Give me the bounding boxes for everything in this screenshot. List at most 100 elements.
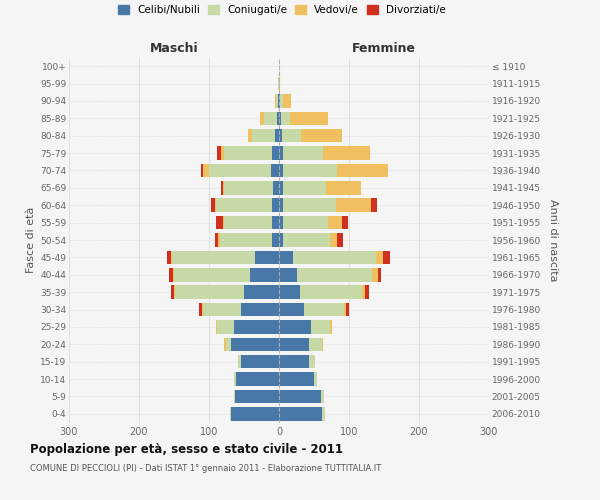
Bar [264,112,277,125]
Bar [218,233,220,247]
Bar [328,216,342,230]
Bar [170,250,172,264]
Bar [337,233,343,247]
Bar [314,372,317,386]
Bar [221,146,224,160]
Legend: Celibi/Nubili, Coniugati/e, Vedovi/e, Divorziati/e: Celibi/Nubili, Coniugati/e, Vedovi/e, Di… [114,1,450,20]
Bar [167,250,170,264]
Bar [365,286,368,299]
Bar [281,112,290,125]
Bar [238,355,241,368]
Bar [230,407,232,420]
Bar [232,407,279,420]
Text: COMUNE DI PECCIOLI (PI) - Dati ISTAT 1° gennaio 2011 - Elaborazione TUTTITALIA.I: COMUNE DI PECCIOLI (PI) - Dati ISTAT 1° … [30,464,381,473]
Bar [174,268,250,281]
Bar [301,129,342,142]
Bar [223,181,224,194]
Bar [202,164,203,177]
Bar [224,216,272,230]
Bar [293,250,376,264]
Bar [283,216,328,230]
Bar [279,146,283,160]
Bar [290,112,328,125]
Bar [283,94,291,108]
Bar [337,164,388,177]
Bar [217,146,221,160]
Bar [311,320,330,334]
Bar [172,250,254,264]
Bar [209,164,271,177]
Bar [376,250,383,264]
Bar [241,302,279,316]
Bar [260,112,265,125]
Bar [346,302,349,316]
Bar [244,286,279,299]
Bar [279,198,283,212]
Bar [279,77,280,90]
Bar [279,233,283,247]
Bar [300,286,362,299]
Bar [279,320,311,334]
Bar [173,268,174,281]
Bar [241,355,279,368]
Bar [202,302,203,316]
Bar [203,164,209,177]
Text: Maschi: Maschi [149,42,199,55]
Bar [279,302,304,316]
Bar [272,146,279,160]
Bar [277,112,279,125]
Bar [279,181,283,194]
Bar [280,94,283,108]
Bar [279,164,283,177]
Bar [236,372,279,386]
Bar [223,216,224,230]
Bar [233,320,279,334]
Bar [203,302,241,316]
Bar [323,146,370,160]
Bar [322,407,325,420]
Bar [226,338,232,351]
Bar [378,268,381,281]
Bar [283,233,330,247]
Bar [224,181,274,194]
Bar [279,94,280,108]
Bar [279,286,300,299]
Bar [278,77,279,90]
Bar [383,250,389,264]
Bar [224,338,226,351]
Bar [279,355,309,368]
Bar [279,250,293,264]
Bar [250,268,279,281]
Text: Popolazione per età, sesso e stato civile - 2011: Popolazione per età, sesso e stato civil… [30,442,343,456]
Bar [283,181,326,194]
Bar [275,94,278,108]
Bar [174,286,175,299]
Bar [217,320,233,334]
Y-axis label: Anni di nascita: Anni di nascita [548,198,557,281]
Bar [224,146,272,160]
Bar [215,198,216,212]
Bar [216,198,272,212]
Bar [199,302,202,316]
Bar [271,164,279,177]
Bar [283,198,337,212]
Bar [342,216,347,230]
Bar [372,268,378,281]
Bar [272,233,279,247]
Bar [254,250,279,264]
Bar [233,390,235,403]
Bar [330,233,337,247]
Bar [279,390,321,403]
Bar [221,181,223,194]
Bar [248,129,253,142]
Bar [322,338,323,351]
Bar [309,338,322,351]
Bar [279,129,282,142]
Bar [253,129,275,142]
Bar [215,233,218,247]
Bar [272,198,279,212]
Bar [309,355,315,368]
Bar [282,129,301,142]
Bar [330,320,331,334]
Bar [321,390,324,403]
